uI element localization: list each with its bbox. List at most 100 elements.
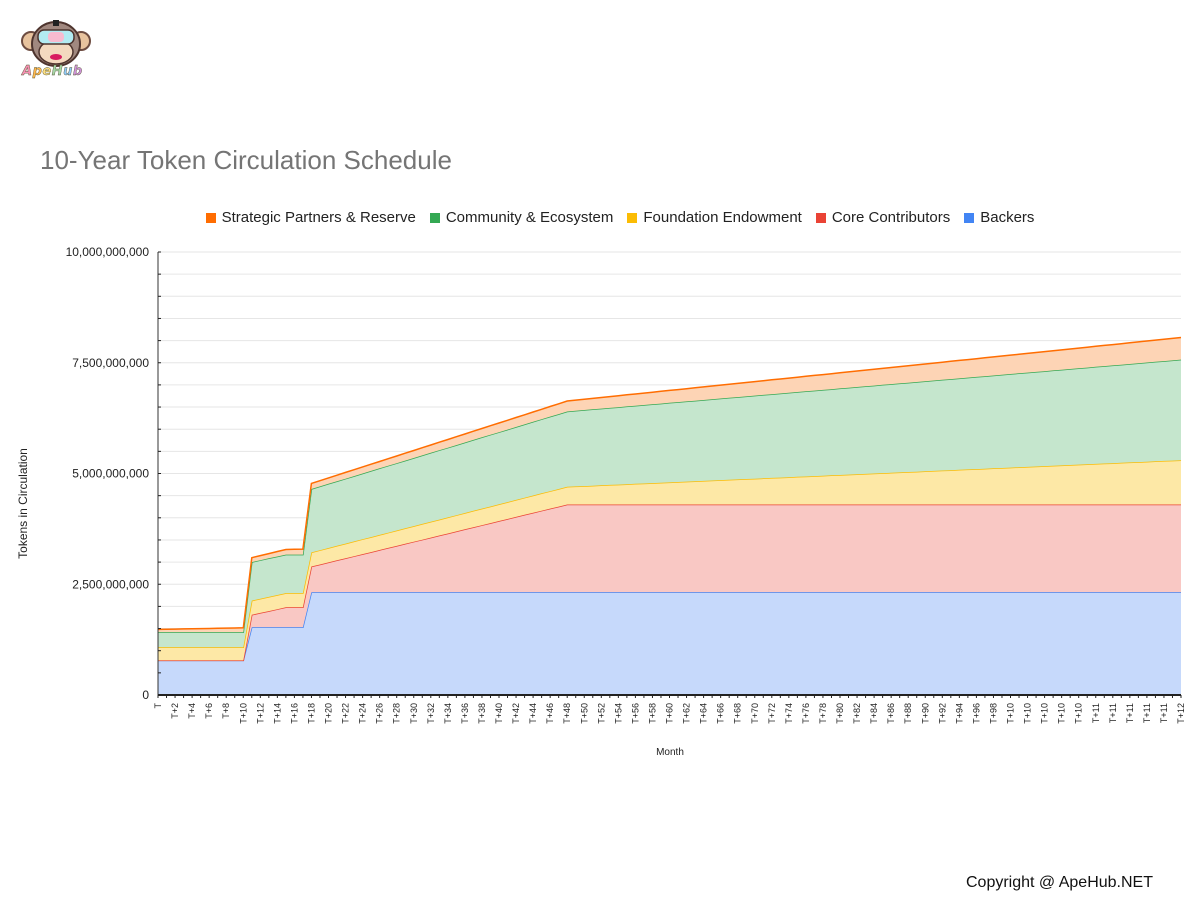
legend-label: Community & Ecosystem (445, 209, 614, 226)
x-tick-label: T+10 (1023, 703, 1033, 724)
legend-item: Community & Ecosystem (429, 209, 614, 226)
y-tick-label: 10,000,000,000 (66, 245, 150, 259)
x-tick-label: T+40 (494, 703, 504, 724)
x-tick-label: T+12 (1176, 703, 1186, 724)
wordmark-letter: u (63, 64, 73, 79)
x-tick-label: T+10 (1074, 703, 1084, 724)
x-tick-label: T+44 (528, 703, 538, 724)
x-tick-label: T+18 (306, 703, 316, 724)
legend-label: Core Contributors (831, 209, 951, 226)
x-tick-label: T+32 (426, 703, 436, 724)
x-tick-label: T+10 (238, 703, 248, 724)
y-tick-label: 5,000,000,000 (72, 467, 149, 481)
y-axis-title: Tokens in Circulation (16, 448, 30, 559)
y-tick-label: 0 (142, 688, 149, 702)
x-tick-label: T+84 (869, 703, 879, 724)
x-tick-label: T+56 (630, 703, 640, 724)
x-tick-label: T+26 (375, 703, 385, 724)
x-tick-label: T+82 (852, 703, 862, 724)
legend-label: Backers (980, 209, 1035, 226)
x-tick-label: T+4 (187, 703, 197, 719)
x-tick-label: T+60 (665, 703, 675, 724)
x-tick-label: T+2 (170, 703, 180, 719)
legend-swatch (815, 212, 826, 223)
series-area (158, 460, 1181, 661)
wordmark-letter: b (72, 64, 83, 79)
x-tick-label: T+6 (204, 703, 214, 719)
x-tick-label: T+11 (1108, 703, 1118, 723)
apehub-logo (21, 20, 91, 67)
x-tick-label: T+80 (835, 703, 845, 724)
legend-label: Foundation Endowment (643, 209, 802, 226)
x-tick-label: T+11 (1142, 703, 1152, 723)
x-tick-label: T+34 (443, 703, 453, 724)
x-tick-label: T+38 (477, 703, 487, 724)
series-area (158, 359, 1181, 648)
x-tick-label: T+62 (682, 703, 692, 724)
x-tick-label: T+58 (647, 703, 657, 724)
chart-legend: Strategic Partners & Reserve Community & … (0, 209, 1200, 226)
x-tick-label: T+52 (596, 703, 606, 724)
x-tick-label: T+10 (1057, 703, 1067, 724)
x-tick-label: T+54 (613, 703, 623, 724)
legend-item: Core Contributors (815, 209, 951, 226)
legend-item: Strategic Partners & Reserve (205, 209, 416, 226)
x-tick-label: T+8 (221, 703, 231, 719)
x-tick-label: T+70 (750, 703, 760, 724)
x-tick-label: T+98 (988, 703, 998, 724)
x-tick-label: T (153, 703, 163, 709)
x-tick-label: T+24 (358, 703, 368, 724)
series-line (157, 336, 1182, 631)
x-tick-label: T+92 (937, 703, 947, 724)
legend-swatch (429, 212, 440, 223)
x-tick-label: T+11 (1125, 703, 1135, 723)
x-tick-label: T+68 (733, 703, 743, 724)
series-area (158, 337, 1181, 633)
copyright-notice: Copyright @ ApeHub.NET (966, 874, 1153, 891)
x-tick-label: T+28 (392, 703, 402, 724)
x-tick-label: T+96 (971, 703, 981, 724)
legend-swatch (205, 212, 216, 223)
x-tick-label: T+10 (1040, 703, 1050, 724)
x-tick-label: T+94 (954, 703, 964, 724)
series-area (158, 592, 1181, 695)
x-tick-label: T+11 (1091, 703, 1101, 723)
x-tick-label: T+72 (767, 703, 777, 724)
x-tick-label: T+12 (255, 703, 265, 724)
x-tick-label: T+66 (716, 703, 726, 724)
x-tick-label: T+14 (272, 703, 282, 724)
wordmark-letter: A (22, 64, 33, 79)
legend-swatch (627, 212, 638, 223)
apehub-wordmark: ApeHub (22, 64, 83, 79)
y-tick-label: 7,500,000,000 (72, 356, 149, 370)
x-tick-label: T+30 (409, 703, 419, 724)
x-tick-label: T+10 (1006, 703, 1016, 724)
legend-swatch (964, 212, 975, 223)
x-tick-label: T+88 (903, 703, 913, 724)
x-tick-label: T+90 (920, 703, 930, 724)
legend-item: Foundation Endowment (627, 209, 802, 226)
wordmark-letter: p (32, 64, 43, 79)
x-tick-label: T+46 (545, 703, 555, 724)
x-tick-label: T+36 (460, 703, 470, 724)
x-tick-label: T+86 (886, 703, 896, 724)
x-tick-label: T+22 (341, 703, 351, 724)
legend-label: Strategic Partners & Reserve (221, 209, 416, 226)
chart-title: 10-Year Token Circulation Schedule (40, 145, 452, 175)
y-tick-label: 2,500,000,000 (72, 577, 149, 591)
x-tick-label: T+50 (579, 703, 589, 724)
x-tick-label: T+64 (699, 703, 709, 724)
legend-item: Backers (964, 209, 1034, 226)
series-area (158, 504, 1181, 661)
wordmark-letter: e (42, 64, 52, 79)
x-tick-label: T+78 (818, 703, 828, 724)
x-axis-title: Month (656, 747, 684, 758)
wordmark-letter: H (51, 64, 64, 79)
x-tick-label: T+74 (784, 703, 794, 724)
x-tick-label: T+11 (1159, 703, 1169, 723)
x-tick-label: T+20 (324, 703, 334, 724)
x-tick-label: T+42 (511, 703, 521, 724)
x-tick-label: T+76 (801, 703, 811, 724)
x-tick-label: T+48 (562, 703, 572, 724)
